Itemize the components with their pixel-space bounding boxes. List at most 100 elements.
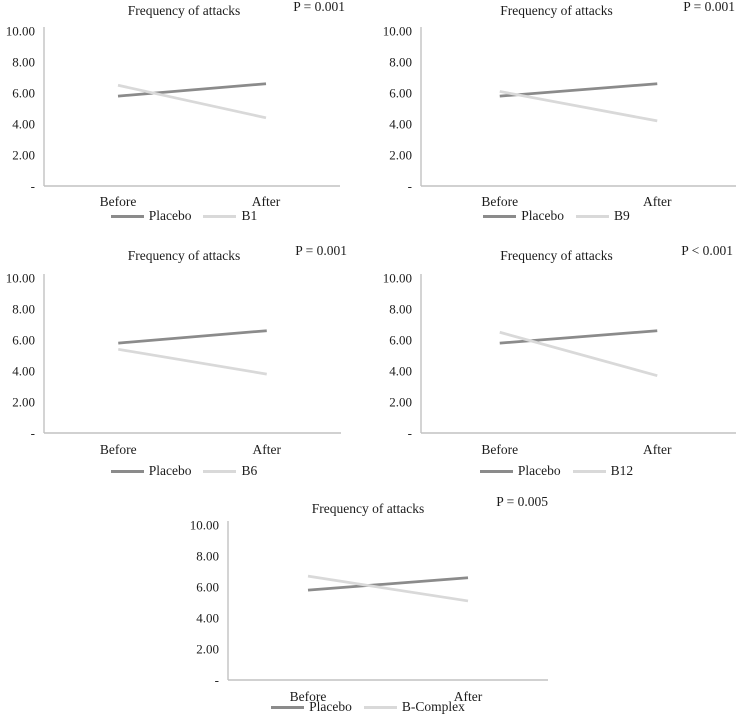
y-tick-label: 2.00 (12, 395, 35, 410)
p-value-label: P < 0.001 (681, 243, 733, 258)
placebo-line-swatch (110, 214, 144, 218)
y-tick-label: 4.00 (12, 364, 35, 379)
y-tick-label: 4.00 (389, 117, 412, 132)
y-tick-label: 2.00 (389, 395, 412, 410)
legend-label-placebo: Placebo (521, 208, 564, 223)
y-tick-label: 8.00 (389, 302, 412, 317)
series-line-placebo (117, 82, 267, 98)
treatment-line-swatch (203, 469, 237, 473)
legend-item-treatment: B9 (575, 208, 630, 224)
x-tick-after: After (643, 442, 672, 457)
legend-label-treatment: B1 (241, 208, 258, 223)
x-tick-after: After (251, 194, 281, 209)
x-tick-before: Before (99, 194, 137, 209)
p-value-label: P = 0.001 (295, 243, 347, 258)
legend-item-treatment: B12 (572, 463, 634, 479)
legend-item-placebo: Placebo (483, 208, 564, 224)
plot-area: 10.00 8.00 6.00 4.00 2.00 - (6, 24, 340, 194)
chart-b-complex: Frequency of attacks P = 0.005 10.00 8.00… (184, 485, 552, 720)
y-tick-label: - (31, 426, 35, 441)
legend-item-placebo: Placebo (110, 463, 192, 479)
legend: Placebo B6 (0, 463, 368, 479)
y-tick-label: 8.00 (12, 302, 35, 317)
chart-title: Frequency of attacks (311, 501, 425, 516)
legend: Placebo B-Complex (184, 699, 552, 715)
chart-b6: Frequency of attacks P = 0.001 10.00 8.00… (0, 240, 368, 485)
series-line-b6 (118, 347, 267, 376)
y-tick-label: 2.00 (196, 642, 219, 657)
p-value-label: P = 0.001 (293, 0, 345, 14)
x-tick-after: After (643, 194, 672, 209)
y-tick-label: 4.00 (12, 117, 35, 132)
chart-b1: Frequency of attacks P = 0.001 10.00 8.00… (0, 0, 368, 240)
y-tick-label: 8.00 (196, 549, 219, 564)
chart-title: Frequency of attacks (500, 3, 613, 18)
y-tick-label: 4.00 (389, 364, 412, 379)
chart-title: Frequency of attacks (127, 3, 241, 18)
y-tick-label: 4.00 (196, 611, 219, 626)
plot-area: 10.00 8.00 6.00 4.00 2.00 - (6, 271, 341, 441)
plot-area: 10.00 8.00 6.00 4.00 2.00 - (383, 271, 736, 441)
treatment-line-swatch (363, 705, 397, 709)
legend-label-placebo: Placebo (148, 463, 192, 478)
treatment-line-swatch (572, 469, 606, 473)
y-tick-label: 8.00 (12, 55, 35, 70)
y-tick-label: 10.00 (383, 271, 412, 286)
series-line-b-complex (307, 574, 469, 603)
series-line-placebo (307, 576, 469, 592)
legend-item-treatment: B-Complex (363, 699, 465, 715)
legend-label-placebo: Placebo (309, 699, 352, 714)
p-value-label: P = 0.005 (496, 494, 548, 509)
legend-label-placebo: Placebo (517, 463, 561, 478)
series-line-placebo (118, 329, 267, 345)
series-line-b1 (117, 83, 267, 120)
legend-label-treatment: B6 (241, 463, 258, 478)
series-line-b12 (499, 330, 658, 377)
y-tick-label: 6.00 (196, 580, 219, 595)
p-value-label: P = 0.001 (683, 0, 735, 14)
x-tick-after: After (453, 689, 483, 704)
placebo-line-swatch (479, 469, 513, 473)
placebo-line-swatch (483, 214, 517, 218)
y-tick-label: 10.00 (383, 24, 412, 39)
x-tick-before: Before (481, 194, 519, 209)
legend: Placebo B12 (377, 463, 736, 479)
treatment-line-swatch (203, 214, 237, 218)
y-tick-label: 6.00 (12, 86, 35, 101)
series-line-b9 (499, 90, 658, 123)
x-tick-after: After (252, 442, 281, 457)
y-tick-label: - (408, 426, 412, 441)
y-tick-label: 6.00 (12, 333, 35, 348)
y-tick-label: - (408, 179, 412, 194)
y-tick-label: 2.00 (12, 148, 35, 163)
legend-label-treatment: B12 (610, 463, 634, 478)
y-tick-label: 2.00 (389, 148, 412, 163)
y-tick-label: 10.00 (6, 271, 35, 286)
x-tick-before: Before (481, 442, 519, 457)
legend-label-treatment: B9 (613, 208, 630, 223)
legend: Placebo B9 (377, 208, 736, 224)
y-tick-label: 6.00 (389, 333, 412, 348)
x-tick-before: Before (289, 689, 327, 704)
legend-item-placebo: Placebo (271, 699, 352, 715)
chart-title: Frequency of attacks (127, 248, 241, 263)
legend-label-placebo: Placebo (148, 208, 192, 223)
y-tick-label: 10.00 (190, 518, 219, 533)
legend-item-placebo: Placebo (479, 463, 561, 479)
chart-b9: Frequency of attacks P = 0.001 10.00 8.00… (377, 0, 736, 240)
legend-item-placebo: Placebo (110, 208, 192, 224)
legend: Placebo B1 (0, 208, 368, 224)
legend-label-treatment: B-Complex (401, 699, 465, 714)
plot-area: 10.00 8.00 6.00 4.00 2.00 - (190, 518, 548, 688)
y-tick-label: 8.00 (389, 55, 412, 70)
y-tick-label: - (31, 179, 35, 194)
y-tick-label: 10.00 (6, 24, 35, 39)
placebo-line-swatch (271, 705, 305, 709)
legend-item-treatment: B6 (203, 463, 257, 479)
x-tick-before: Before (99, 442, 137, 457)
series-line-placebo (499, 329, 658, 345)
chart-title: Frequency of attacks (500, 248, 613, 263)
chart-b12: Frequency of attacks P < 0.001 10.00 8.00… (377, 240, 736, 485)
legend-item-treatment: B1 (203, 208, 257, 224)
plot-area: 10.00 8.00 6.00 4.00 2.00 - (383, 24, 736, 194)
